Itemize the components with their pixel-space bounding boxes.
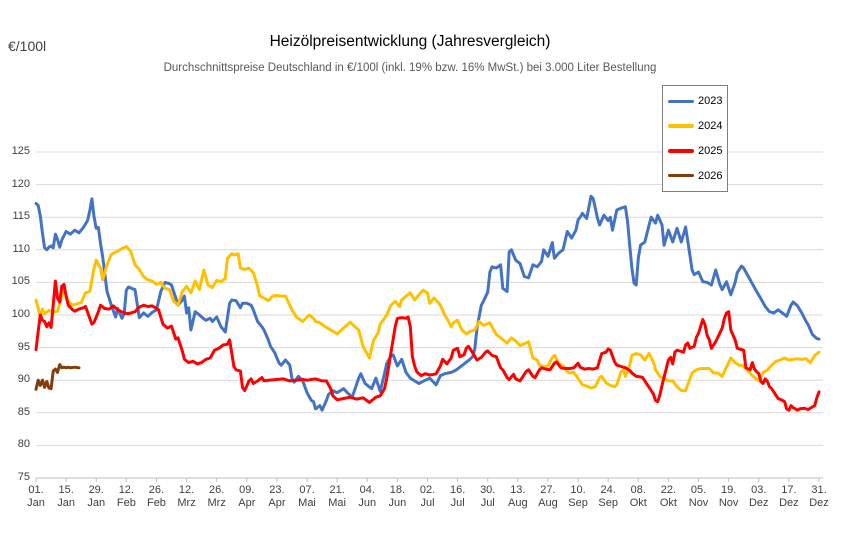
series-line-2026 — [34, 363, 81, 391]
y-axis-tick-label: 90 — [17, 373, 30, 386]
legend-item-2024[interactable]: 2024 — [668, 120, 727, 132]
x-axis-tick-label: 08. Okt — [629, 484, 647, 509]
x-axis-tick-label: 04. Jun — [358, 484, 377, 509]
y-axis-tick-label: 105 — [11, 275, 30, 288]
legend-item-2026[interactable]: 2026 — [668, 170, 727, 182]
legend-line-swatch — [668, 173, 694, 178]
legend-line-swatch — [668, 99, 694, 104]
x-axis-tick-label: 26. Feb — [146, 484, 166, 509]
y-axis-tick-label: 115 — [12, 210, 30, 223]
x-axis-tick-label: 03. Dez — [748, 484, 769, 509]
y-axis-tick-label: 125 — [11, 145, 30, 157]
x-axis-tick-label: 19. Nov — [718, 484, 739, 509]
x-axis-tick-label: 26. Mrz — [207, 484, 226, 509]
x-axis-tick-label: 09. Apr — [238, 484, 256, 509]
y-axis-tick-label: 80 — [17, 438, 30, 451]
x-axis-tick-label: 12. Feb — [116, 484, 136, 509]
x-axis-tick-label: 21. Mai — [328, 484, 346, 509]
chart-subtitle: Durchschnittspreise Deutschland in €/100… — [163, 62, 657, 74]
x-axis-tick-label: 13. Aug — [508, 484, 528, 509]
y-axis-tick-label: 110 — [12, 242, 30, 255]
x-axis-tick-label: 05. Nov — [688, 484, 709, 509]
x-axis-tick-label: 30. Jul — [480, 484, 496, 509]
x-axis-tick-label: 02. Jul — [419, 484, 436, 509]
y-axis-tick-label: 85 — [17, 405, 30, 418]
x-axis-tick-label: 15. Jan — [57, 484, 75, 509]
x-axis-tick-label: 01. Jan — [27, 484, 45, 509]
series-line-2025 — [34, 279, 821, 412]
series-line-2023 — [34, 194, 821, 412]
series-line-2024 — [34, 245, 821, 393]
x-axis-tick-label: 17. Dez — [779, 484, 799, 509]
y-axis-unit-label: €/100l — [8, 38, 47, 54]
x-axis-tick-label: 12. Mrz — [177, 484, 196, 509]
x-axis-tick-label: 07. Mai — [298, 484, 316, 509]
x-axis-tick-label: 29. Jan — [87, 484, 106, 509]
x-axis-tick-label: 24. Sep — [598, 484, 618, 509]
x-axis-tick-label: 16. Jul — [449, 484, 466, 509]
x-axis-tick-label: 27. Aug — [538, 484, 558, 509]
legend-line-swatch — [668, 124, 694, 128]
y-axis-tick-label: 75 — [17, 471, 30, 483]
legend-line-swatch — [668, 149, 694, 153]
legend-label: 2023 — [698, 95, 723, 108]
chart-legend[interactable]: 2023 2024 2025 2026 — [662, 85, 728, 192]
y-axis-tick-label: 100 — [11, 308, 30, 320]
legend-item-2023[interactable]: 2023 — [668, 95, 727, 107]
legend-label: 2026 — [698, 169, 723, 182]
x-axis-tick-label: 23. Apr — [268, 484, 286, 509]
x-axis-tick-label: 22. Okt — [659, 484, 677, 509]
legend-label: 2024 — [698, 120, 723, 133]
chart-title: Heizölpreisentwicklung (Jahresvergleich) — [269, 33, 551, 50]
y-axis-tick-label: 120 — [11, 177, 30, 190]
y-axis-tick-label: 95 — [17, 340, 30, 353]
legend-item-2025[interactable]: 2025 — [668, 145, 727, 157]
x-axis-tick-label: 31. Dez — [809, 484, 829, 509]
x-axis-tick-label: 18. Jun — [388, 484, 407, 509]
x-axis-tick-label: 10. Sep — [568, 484, 588, 509]
legend-label: 2025 — [698, 144, 723, 157]
